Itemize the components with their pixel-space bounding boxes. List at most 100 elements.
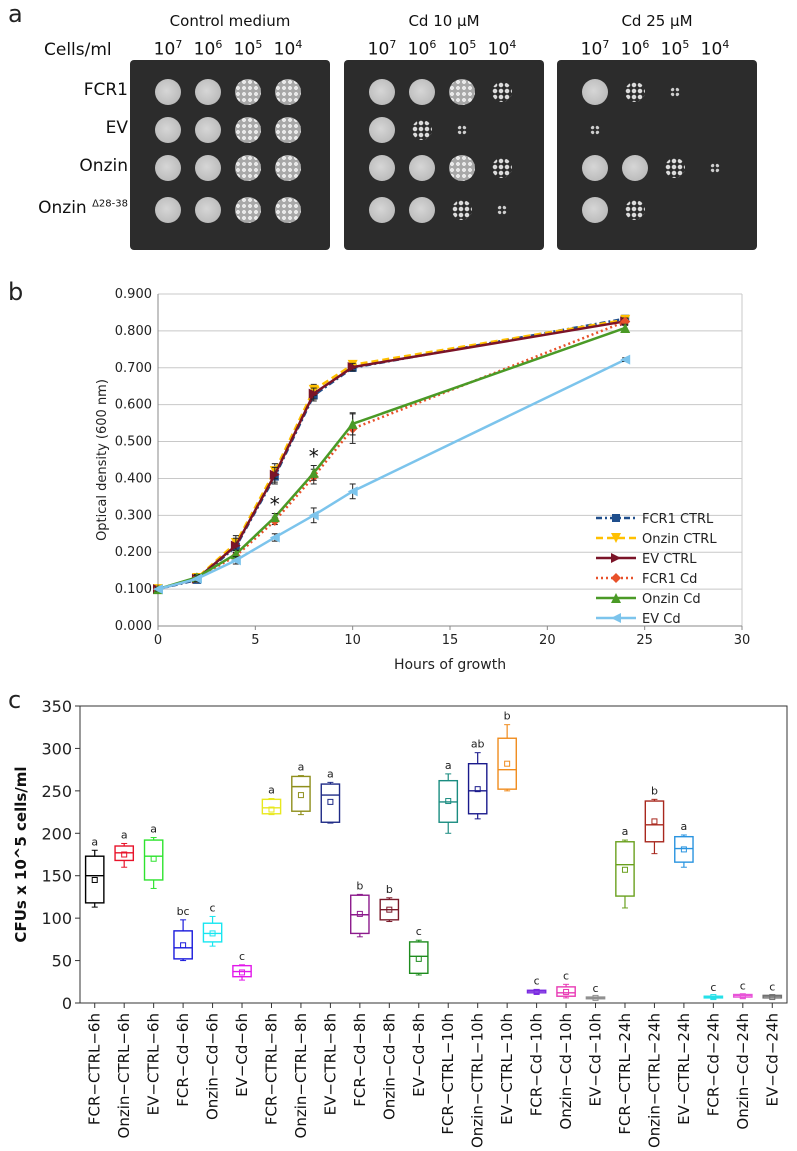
strain-label: Onzin	[79, 156, 128, 176]
legend-label: Onzin CTRL	[642, 532, 717, 547]
y-tick-label: 0.600	[115, 398, 152, 413]
legend-marker	[611, 553, 621, 563]
y-tick-label: 0.500	[115, 435, 152, 450]
x-axis-label: Hours of growth	[394, 657, 506, 673]
colony-spot	[195, 117, 221, 143]
legend-entry: Onzin Cd	[596, 592, 701, 607]
legend-label: EV Cd	[642, 612, 681, 627]
colony-spot	[369, 197, 395, 223]
y-tick-label: 0.900	[115, 287, 152, 302]
concentration-label: 107	[153, 38, 183, 60]
colony-spot	[582, 79, 608, 105]
significance-star: *	[270, 493, 280, 517]
x-tick-label: 5	[251, 633, 259, 648]
panel-letter-c: c	[8, 686, 22, 714]
concentration-label: 104	[273, 38, 303, 60]
concentration-label: 106	[193, 38, 223, 60]
legend-marker	[611, 593, 621, 603]
colony-spot	[195, 197, 221, 223]
colony-spot	[275, 117, 301, 143]
data-point	[153, 584, 163, 595]
legend-marker	[611, 573, 621, 583]
legend-label: EV CTRL	[642, 552, 697, 567]
colony-spot	[235, 197, 261, 223]
data-point	[191, 573, 202, 584]
panel-letter-b: b	[8, 278, 24, 306]
colony-spot	[670, 87, 680, 97]
legend-label: Onzin Cd	[642, 592, 701, 607]
x-tick-label: 15	[442, 633, 459, 648]
y-tick-label: 0.400	[115, 471, 152, 486]
agar-plate	[557, 60, 757, 250]
legend-entry: Onzin CTRL	[596, 532, 717, 547]
legend-label: FCR1 Cd	[642, 572, 697, 587]
colony-spot	[155, 155, 181, 181]
panel-letter-a: a	[8, 0, 23, 28]
concentration-label: 104	[700, 38, 730, 60]
colony-spot	[275, 79, 301, 105]
y-tick-label: 0.800	[115, 324, 152, 339]
x-tick-label: 30	[734, 633, 751, 648]
colony-spot	[275, 155, 301, 181]
y-tick-label: 0.000	[115, 619, 152, 634]
concentration-label: 105	[233, 38, 263, 60]
data-point	[308, 467, 319, 478]
data-point	[269, 532, 280, 543]
colony-spot	[235, 117, 261, 143]
colony-spot	[492, 158, 512, 178]
legend-marker	[611, 613, 621, 623]
colony-spot	[275, 197, 301, 223]
concentration-label: 104	[487, 38, 517, 60]
agar-plate	[130, 60, 330, 250]
plate-title: Cd 10 µM	[408, 12, 480, 30]
y-tick-label: 0.100	[115, 582, 152, 597]
series-ev-cd	[153, 354, 631, 595]
legend-entry: FCR1 Cd	[596, 572, 697, 587]
concentration-label: 106	[620, 38, 650, 60]
colony-spot	[457, 125, 467, 135]
data-point	[347, 486, 358, 497]
concentration-label: 105	[447, 38, 477, 60]
cells-per-ml-label: Cells/ml	[44, 40, 112, 60]
colony-spot	[409, 197, 435, 223]
colony-spot	[195, 155, 221, 181]
concentration-label: 105	[660, 38, 690, 60]
strain-label: EV	[105, 118, 128, 138]
concentration-label: 106	[407, 38, 437, 60]
data-point	[308, 510, 319, 521]
colony-spot	[625, 200, 645, 220]
colony-spot	[369, 117, 395, 143]
colony-spot	[622, 155, 648, 181]
data-point	[620, 354, 631, 365]
concentration-label: 107	[580, 38, 610, 60]
colony-spot	[369, 155, 395, 181]
data-point	[347, 418, 358, 429]
colony-spot	[235, 79, 261, 105]
colony-spot	[665, 158, 685, 178]
concentration-label: 107	[367, 38, 397, 60]
legend-label: FCR1 CTRL	[642, 512, 714, 527]
data-point	[269, 469, 280, 480]
x-tick-label: 10	[344, 633, 361, 648]
y-tick-label: 0.700	[115, 361, 152, 376]
data-point	[347, 362, 358, 373]
colony-spot	[449, 155, 475, 181]
colony-spot	[155, 117, 181, 143]
colony-spot	[625, 82, 645, 102]
colony-spot	[155, 197, 181, 223]
colony-spot	[449, 79, 475, 105]
agar-plate	[344, 60, 544, 250]
y-tick-label: 0.300	[115, 508, 152, 523]
significance-star: *	[309, 445, 319, 469]
legend-marker	[611, 533, 621, 543]
data-point	[269, 512, 280, 523]
y-axis-label: Optical density (600 nm)	[95, 379, 110, 541]
x-tick-label: 0	[154, 633, 162, 648]
colony-spot	[710, 163, 720, 173]
plate-title: Control medium	[169, 12, 291, 30]
colony-spot	[492, 82, 512, 102]
colony-spot	[582, 155, 608, 181]
legend-entry: FCR1 CTRL	[596, 512, 714, 527]
colony-spot	[409, 155, 435, 181]
